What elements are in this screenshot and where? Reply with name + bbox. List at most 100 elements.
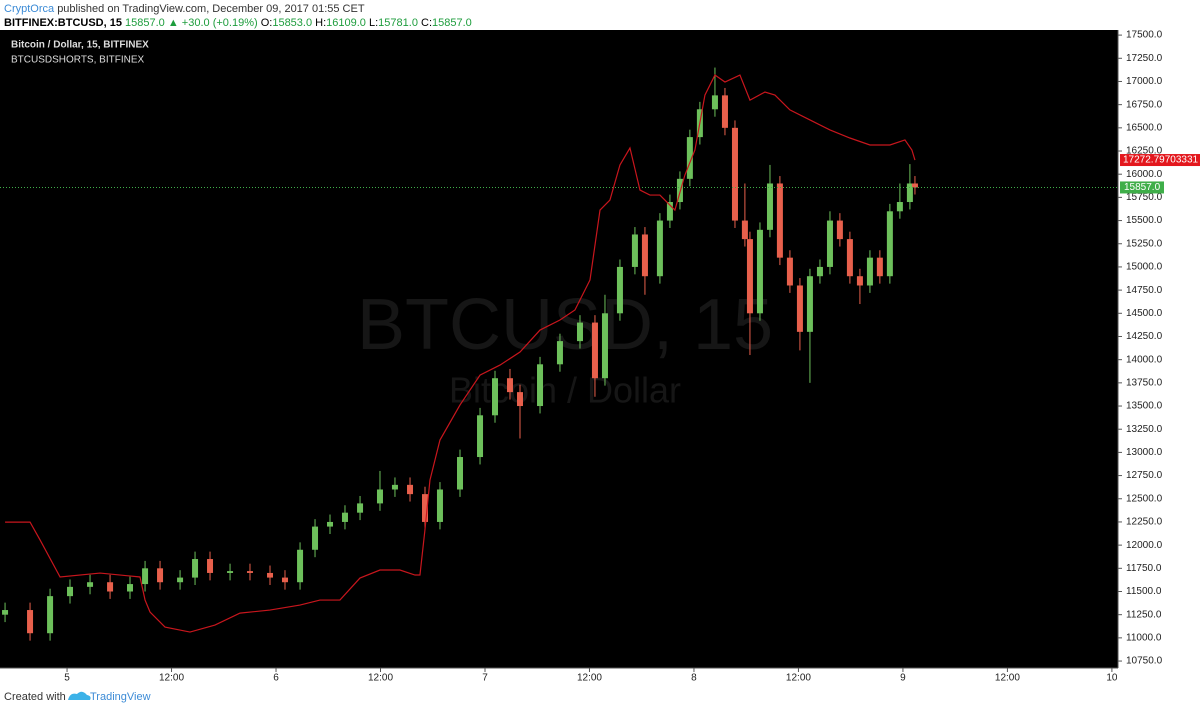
candle-body (556, 341, 563, 365)
candle-body (192, 559, 199, 578)
y-tick-label: 14000.0 (1126, 354, 1163, 365)
y-tick-label: 13000.0 (1126, 447, 1163, 458)
candle-body (516, 392, 523, 407)
x-tick-label: 12:00 (786, 673, 811, 684)
candle-body (731, 127, 738, 221)
y-tick-label: 12750.0 (1126, 470, 1163, 481)
watermark: BTCUSD, 15 (357, 285, 773, 365)
last: 15857.0 (125, 17, 165, 29)
candle-body (297, 549, 304, 583)
legend-entry: BTCUSDSHORTS, BITFINEX (11, 55, 144, 66)
quote-line: BITFINEX:BTCUSD, 15 15857.0 ▲ +30.0 (+0.… (4, 17, 472, 29)
candle-body (711, 95, 718, 110)
y-tick-label: 14500.0 (1126, 308, 1163, 319)
candle-body (312, 526, 319, 550)
y-tick-label: 11250.0 (1126, 609, 1162, 620)
candle-body (906, 183, 913, 203)
candle-body (601, 313, 608, 379)
candle-body (227, 571, 234, 573)
candle-body (506, 378, 513, 393)
x-tick-label: 12:00 (577, 673, 602, 684)
x-tick-label: 8 (691, 673, 697, 684)
candle-body (126, 584, 133, 592)
y-tick-label: 16000.0 (1126, 169, 1163, 180)
last-value-box (1120, 154, 1200, 167)
high-label: H: (315, 17, 326, 29)
candle-body (786, 257, 793, 286)
y-tick-label: 17500.0 (1126, 30, 1163, 41)
y-tick-label: 12250.0 (1126, 517, 1163, 528)
candle-body (157, 568, 164, 583)
candle-body (641, 234, 648, 277)
close-label: C: (421, 17, 432, 29)
candle-body (27, 610, 34, 634)
y-tick-label: 12500.0 (1126, 493, 1163, 504)
y-tick-label: 15500.0 (1126, 215, 1163, 226)
y-tick-label: 17250.0 (1126, 53, 1163, 64)
candle-body (876, 257, 883, 277)
y-tick-label: 14750.0 (1126, 285, 1163, 296)
candle-body (376, 489, 383, 504)
candle-body (631, 234, 638, 267)
x-tick-label: 7 (482, 673, 488, 684)
low: 15781.0 (378, 17, 418, 29)
footer-brand[interactable]: TradingView (90, 691, 151, 703)
candle-body (886, 211, 893, 277)
candle-body (776, 183, 783, 258)
candle-body (796, 285, 803, 332)
last-price-label: 15857.0 (1124, 182, 1161, 193)
x-tick-label: 10 (1106, 673, 1118, 684)
y-tick-label: 15250.0 (1126, 238, 1163, 249)
candle-body (407, 484, 414, 495)
y-tick-label: 17000.0 (1126, 76, 1163, 87)
header-line: CryptOrca published on TradingView.com, … (4, 3, 365, 15)
y-tick-label: 16750.0 (1126, 99, 1163, 110)
candle-body (911, 183, 918, 188)
y-tick-label: 13750.0 (1126, 377, 1163, 388)
y-tick-label: 13500.0 (1126, 401, 1163, 412)
y-tick-label: 14250.0 (1126, 331, 1163, 342)
candle-body (357, 503, 364, 513)
y-tick-label: 10750.0 (1126, 656, 1163, 667)
close: 15857.0 (432, 17, 472, 29)
y-tick-label: 16500.0 (1126, 122, 1163, 133)
candle-body (721, 95, 728, 128)
open: 15853.0 (272, 17, 312, 29)
change: ▲ +30.0 (+0.19%) (168, 17, 258, 29)
candle-body (537, 364, 544, 407)
logo (68, 691, 91, 700)
x-tick-label: 12:00 (159, 673, 184, 684)
y-tick-label: 13250.0 (1126, 424, 1163, 435)
high: 16109.0 (326, 17, 366, 29)
candle-body (327, 521, 334, 527)
candle-body (421, 494, 428, 522)
symbol: BITFINEX:BTCUSD, 15 (4, 17, 122, 29)
published: published on TradingView.com, December 0… (57, 3, 365, 15)
y-tick-label: 15750.0 (1126, 192, 1163, 203)
shorts-line (5, 74, 916, 633)
y-tick-label: 15000.0 (1126, 262, 1163, 273)
candle-body (492, 378, 499, 416)
y-tick-label: 11000.0 (1126, 633, 1162, 644)
low-label: L: (369, 17, 378, 29)
x-tick-label: 5 (64, 673, 70, 684)
x-tick-label: 6 (273, 673, 279, 684)
candle-body (816, 266, 823, 277)
candle-body (756, 229, 763, 314)
y-tick-label: 11500.0 (1126, 586, 1162, 597)
author[interactable]: CryptOrca (4, 3, 55, 15)
candle-body (456, 457, 463, 490)
open-label: O: (261, 17, 273, 29)
candle-body (746, 239, 753, 314)
candle-body (2, 610, 9, 615)
footer-created: Created with (4, 691, 66, 703)
candle-body (436, 489, 443, 522)
y-tick-label: 11750.0 (1126, 563, 1162, 574)
y-tick-label: 16250.0 (1126, 146, 1163, 157)
candle-body (666, 202, 673, 221)
candle-body (656, 220, 663, 277)
candle-body (281, 577, 288, 583)
x-tick-label: 12:00 (995, 673, 1020, 684)
